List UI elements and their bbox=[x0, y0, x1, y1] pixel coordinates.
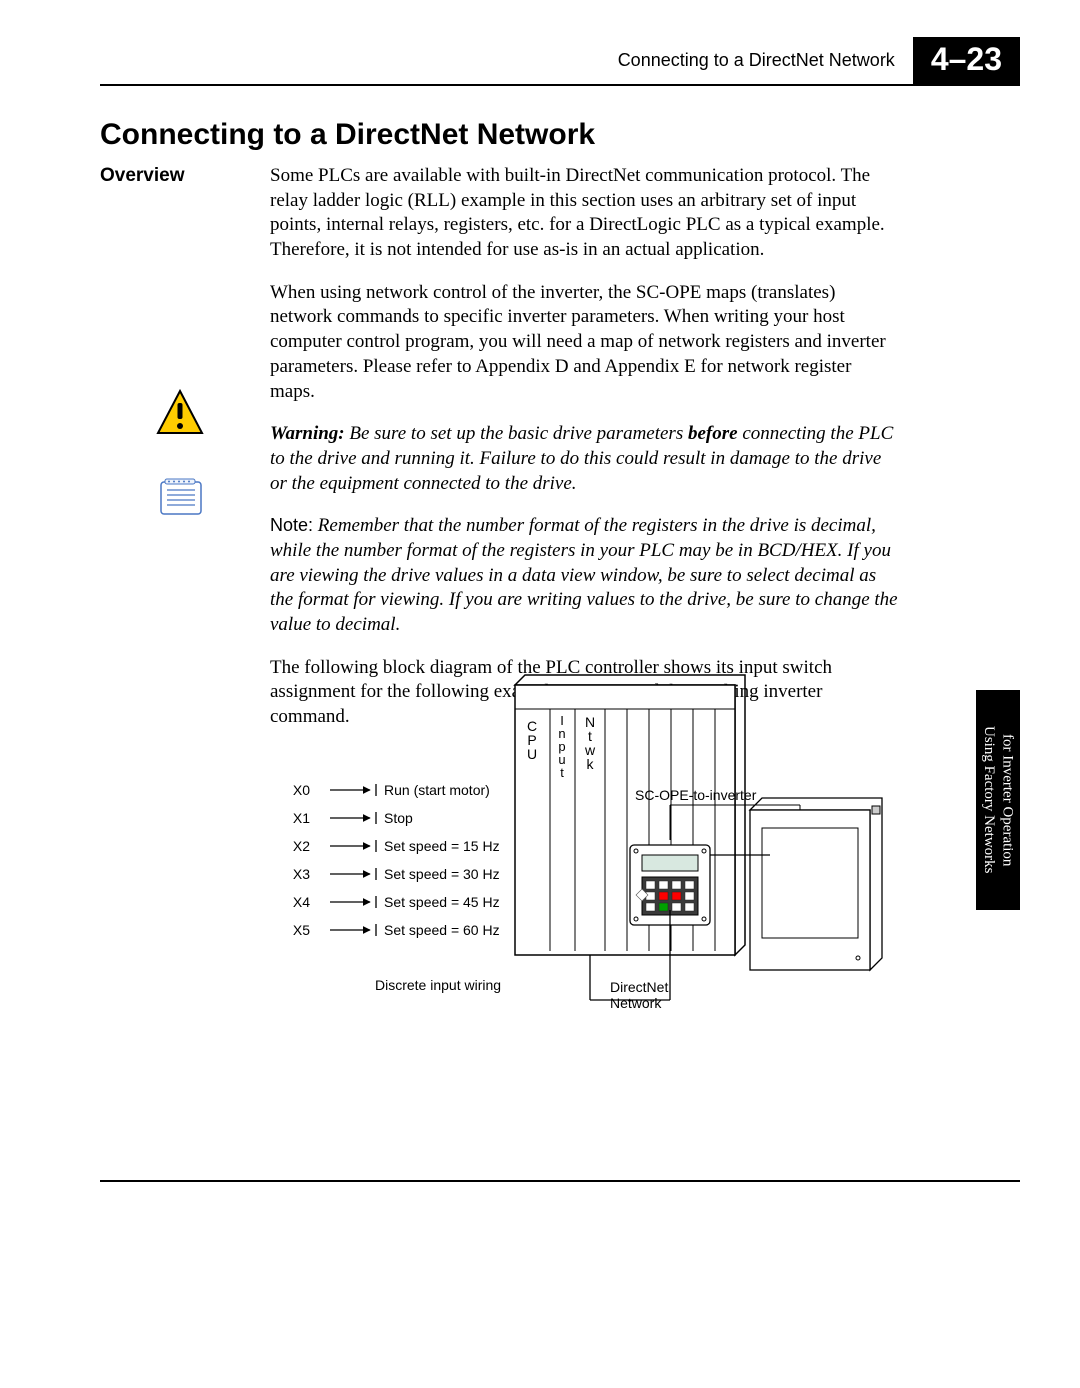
svg-text:SC-OPE-to-inverter: SC-OPE-to-inverter bbox=[635, 787, 757, 803]
page-header: Connecting to a DirectNet Network 4–23 bbox=[100, 38, 1020, 82]
warning-paragraph: Warning: Be sure to set up the basic dri… bbox=[270, 422, 900, 496]
paragraph-intro: Some PLCs are available with built-in Di… bbox=[270, 164, 900, 263]
footer-rule bbox=[100, 1180, 1020, 1182]
svg-text:DirectNet: DirectNet bbox=[610, 979, 668, 995]
warning-lead: Warning: bbox=[270, 423, 345, 444]
svg-text:Run (start motor): Run (start motor) bbox=[384, 782, 490, 798]
section-label-overview: Overview bbox=[100, 164, 185, 189]
side-tab: Using Factory Networks for Inverter Oper… bbox=[976, 690, 1020, 910]
page-number-badge: 4–23 bbox=[913, 37, 1020, 84]
svg-text:t: t bbox=[560, 765, 564, 780]
svg-text:k: k bbox=[587, 756, 595, 772]
warning-bold: before bbox=[688, 423, 738, 444]
svg-text:Set speed = 30 Hz: Set speed = 30 Hz bbox=[384, 866, 500, 882]
svg-text:X0: X0 bbox=[293, 782, 310, 798]
page-title: Connecting to a DirectNet Network bbox=[100, 118, 595, 152]
note-paragraph: Note: Remember that the number format of… bbox=[270, 514, 900, 637]
svg-text:Discrete input wiring: Discrete input wiring bbox=[375, 977, 501, 993]
block-diagram: CPUInputNtwkX0Run (start motor)X1StopX2S… bbox=[270, 660, 890, 1030]
svg-text:X1: X1 bbox=[293, 810, 310, 826]
running-title: Connecting to a DirectNet Network bbox=[618, 50, 895, 71]
header-rule bbox=[100, 84, 1020, 86]
note-icon bbox=[155, 478, 205, 528]
svg-text:X4: X4 bbox=[293, 894, 310, 910]
svg-text:Set speed = 60 Hz: Set speed = 60 Hz bbox=[384, 922, 500, 938]
svg-text:U: U bbox=[527, 746, 537, 762]
warning-pre: Be sure to set up the basic drive parame… bbox=[345, 423, 688, 444]
warning-icon bbox=[155, 388, 205, 438]
svg-text:Stop: Stop bbox=[384, 810, 413, 826]
note-body: Remember that the number format of the r… bbox=[270, 515, 898, 635]
body-column: Some PLCs are available with built-in Di… bbox=[270, 164, 900, 730]
svg-text:X5: X5 bbox=[293, 922, 310, 938]
svg-text:X3: X3 bbox=[293, 866, 310, 882]
paragraph-network: When using network control of the invert… bbox=[270, 281, 900, 404]
svg-text:Set speed = 15 Hz: Set speed = 15 Hz bbox=[384, 838, 500, 854]
side-tab-line1: Using Factory Networks bbox=[981, 726, 998, 873]
side-tab-line2: for Inverter Operation bbox=[999, 734, 1016, 866]
svg-text:Set speed = 45 Hz: Set speed = 45 Hz bbox=[384, 894, 500, 910]
svg-text:X2: X2 bbox=[293, 838, 310, 854]
note-lead: Note: bbox=[270, 515, 313, 535]
svg-text:Network: Network bbox=[610, 995, 662, 1011]
